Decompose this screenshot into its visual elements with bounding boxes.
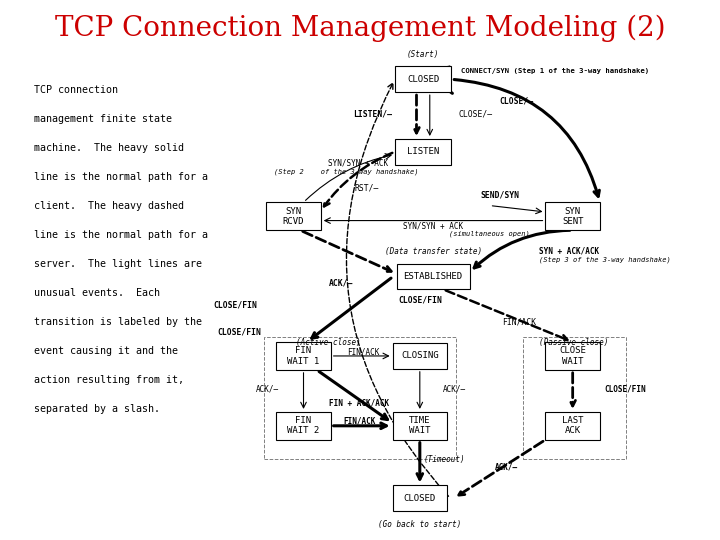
Text: CLOSE/FIN: CLOSE/FIN <box>217 327 261 336</box>
Text: CLOSED: CLOSED <box>404 494 436 503</box>
Text: (Data transfer state): (Data transfer state) <box>384 247 482 256</box>
Text: FIN/ACK: FIN/ACK <box>344 417 376 426</box>
Text: CLOSE/FIN: CLOSE/FIN <box>398 295 442 305</box>
FancyBboxPatch shape <box>546 202 600 230</box>
Text: ACK/–: ACK/– <box>443 385 466 394</box>
Text: SYN + ACK/ACK: SYN + ACK/ACK <box>539 247 600 256</box>
Text: client.  The heavy dashed: client. The heavy dashed <box>35 201 184 211</box>
FancyBboxPatch shape <box>392 485 447 511</box>
Text: ACK/–: ACK/– <box>495 463 518 471</box>
Text: event causing it and the: event causing it and the <box>35 346 179 356</box>
Text: RST/–: RST/– <box>354 184 379 193</box>
Text: (Active close): (Active close) <box>296 338 361 347</box>
Text: FIN + ACK/ACK: FIN + ACK/ACK <box>328 399 389 408</box>
Text: CLOSED: CLOSED <box>407 75 439 84</box>
Text: separated by a slash.: separated by a slash. <box>35 404 161 414</box>
Text: CLOSE/FIN: CLOSE/FIN <box>214 300 258 309</box>
Text: CLOSE/FIN: CLOSE/FIN <box>605 385 646 394</box>
FancyBboxPatch shape <box>395 139 451 165</box>
Text: (Timeout): (Timeout) <box>423 455 465 464</box>
Text: SYN/SYN + ACK: SYN/SYN + ACK <box>403 221 463 231</box>
FancyBboxPatch shape <box>266 202 321 230</box>
Text: machine.  The heavy solid: machine. The heavy solid <box>35 143 184 153</box>
Text: ESTABLISHED: ESTABLISHED <box>403 272 463 281</box>
FancyBboxPatch shape <box>276 412 330 440</box>
Text: FIN
WAIT 1: FIN WAIT 1 <box>287 346 320 366</box>
Text: ACK/–: ACK/– <box>329 279 354 288</box>
Text: unusual events.  Each: unusual events. Each <box>35 288 161 298</box>
Text: LISTEN: LISTEN <box>407 147 439 156</box>
Text: action resulting from it,: action resulting from it, <box>35 375 184 385</box>
Text: FIN
WAIT 2: FIN WAIT 2 <box>287 416 320 435</box>
FancyBboxPatch shape <box>392 412 447 440</box>
Text: transition is labeled by the: transition is labeled by the <box>35 317 202 327</box>
Text: TIME
WAIT: TIME WAIT <box>409 416 431 435</box>
FancyBboxPatch shape <box>546 412 600 440</box>
Text: LISTEN/–: LISTEN/– <box>353 110 392 119</box>
Text: (Step 3 of the 3-way handshake): (Step 3 of the 3-way handshake) <box>539 256 671 262</box>
Text: line is the normal path for a: line is the normal path for a <box>35 172 208 181</box>
Text: ACK/–: ACK/– <box>256 385 279 394</box>
Text: SYN
SENT: SYN SENT <box>562 207 583 226</box>
Text: CLOSING: CLOSING <box>401 352 438 361</box>
Text: FIN/ACK: FIN/ACK <box>347 347 379 356</box>
FancyBboxPatch shape <box>392 343 447 369</box>
Text: CLOSE/–: CLOSE/– <box>499 96 534 105</box>
Text: LAST
ACK: LAST ACK <box>562 416 583 435</box>
FancyBboxPatch shape <box>276 342 330 370</box>
Text: (simultaneous open): (simultaneous open) <box>449 230 530 237</box>
Text: SYN/SYN + ACK: SYN/SYN + ACK <box>328 158 388 167</box>
Text: (Passive close): (Passive close) <box>539 338 608 347</box>
Text: TCP Connection Management Modeling (2): TCP Connection Management Modeling (2) <box>55 15 665 42</box>
Text: server.  The light lines are: server. The light lines are <box>35 259 202 269</box>
Text: management finite state: management finite state <box>35 113 172 124</box>
Text: SYN
RCVD: SYN RCVD <box>283 207 305 226</box>
Text: line is the normal path for a: line is the normal path for a <box>35 230 208 240</box>
Text: TCP connection: TCP connection <box>35 85 118 94</box>
Text: CONNECT/SYN (Step 1 of the 3-way handshake): CONNECT/SYN (Step 1 of the 3-way handsha… <box>461 68 649 74</box>
Text: CLOSE
WAIT: CLOSE WAIT <box>559 346 586 366</box>
Text: SEND/SYN: SEND/SYN <box>480 190 519 199</box>
Text: (Step 2    of the 3-way handshake): (Step 2 of the 3-way handshake) <box>274 168 418 175</box>
FancyBboxPatch shape <box>397 264 469 289</box>
FancyBboxPatch shape <box>395 66 451 92</box>
FancyBboxPatch shape <box>546 342 600 370</box>
Text: (Go back to start): (Go back to start) <box>378 520 462 529</box>
Text: CLOSE/–: CLOSE/– <box>459 110 492 119</box>
Text: FIN/ACK: FIN/ACK <box>503 318 536 327</box>
Text: (Start): (Start) <box>407 50 439 59</box>
